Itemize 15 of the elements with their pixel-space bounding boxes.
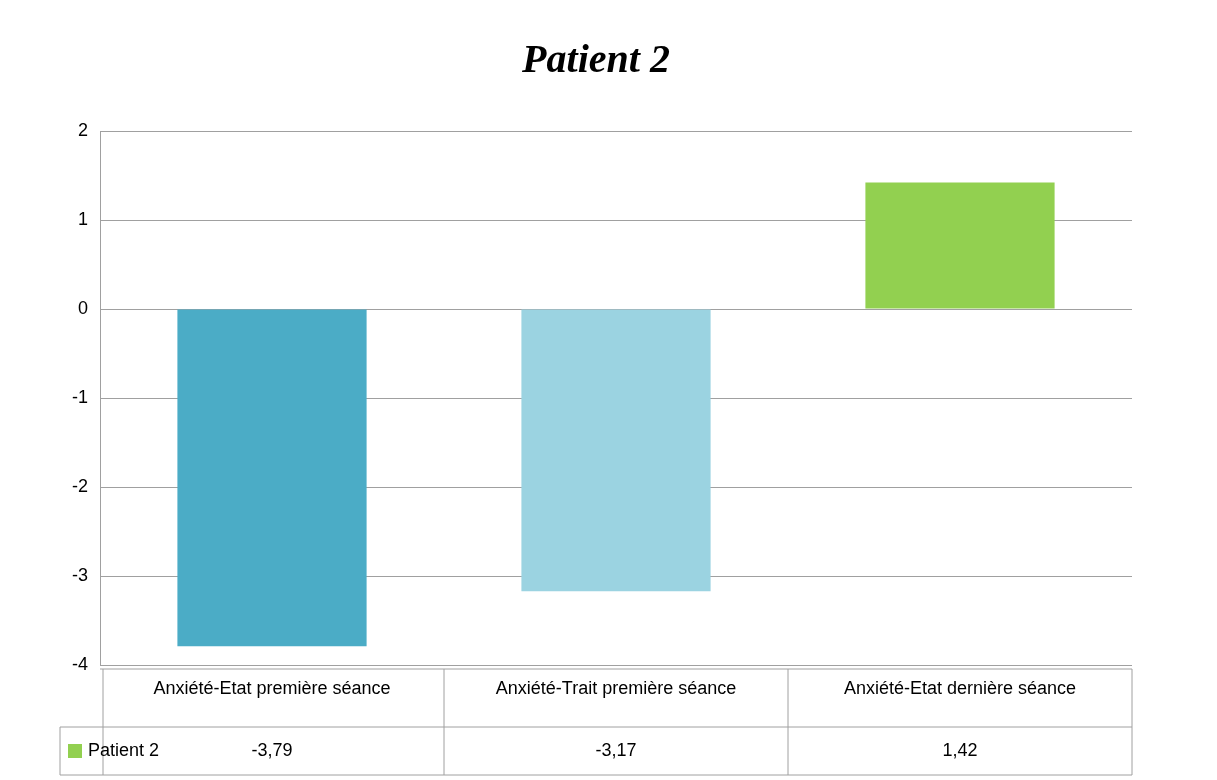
legend-label: Patient 2 [88, 739, 160, 760]
data-label: 1,42 [942, 739, 978, 760]
y-tick-label: -3 [71, 564, 88, 585]
x-tick-label: Anxiété-Etat première séance [153, 677, 391, 698]
x-tick-label: Anxiété-Etat dernière séance [843, 677, 1077, 698]
y-tick-label: -4 [71, 653, 88, 674]
chart-title: Patient 2 [521, 36, 670, 82]
y-tick-label: 2 [77, 119, 88, 140]
y-tick-label: 1 [77, 208, 88, 229]
data-label: -3,17 [595, 739, 637, 760]
x-tick-label: Anxiété-Trait première séance [495, 677, 737, 698]
y-tick-label: 0 [77, 297, 88, 318]
y-tick-label: -1 [71, 386, 88, 407]
data-label: -3,79 [251, 739, 293, 760]
y-tick-label: -2 [71, 475, 88, 496]
